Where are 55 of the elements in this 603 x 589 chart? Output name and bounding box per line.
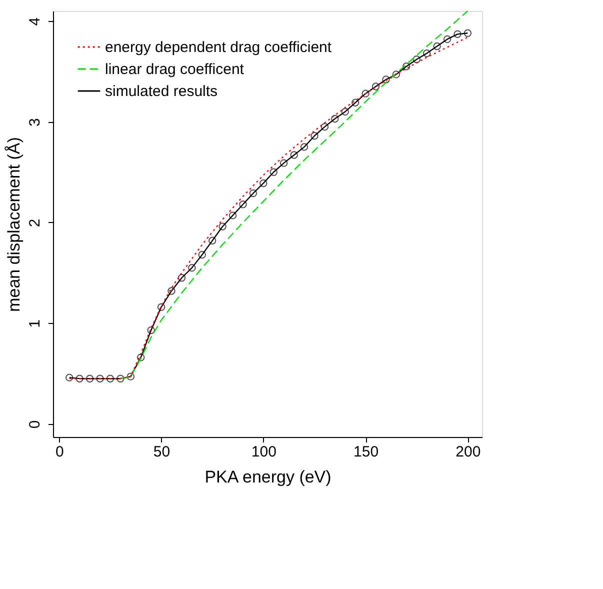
point — [157, 303, 166, 311]
x-tick-label: 200 — [456, 444, 481, 460]
point — [331, 114, 339, 123]
point — [351, 98, 360, 106]
point — [65, 374, 74, 382]
point — [239, 200, 247, 208]
point — [76, 374, 84, 382]
point — [300, 143, 308, 151]
point — [116, 374, 124, 382]
point — [433, 42, 441, 50]
point — [464, 29, 472, 38]
y-axis-title: mean displacement (Å) — [4, 137, 24, 312]
x-axis-title: PKA energy (eV) — [204, 468, 332, 486]
point — [168, 287, 176, 295]
legend-label: simulated results — [105, 83, 218, 100]
point — [188, 264, 196, 272]
point — [249, 189, 258, 198]
point — [136, 354, 145, 362]
point — [270, 168, 278, 176]
point — [382, 76, 390, 84]
point — [208, 236, 216, 244]
point — [218, 222, 226, 230]
point — [310, 132, 318, 140]
point — [106, 374, 114, 382]
y-tick-label: 0 — [26, 420, 44, 429]
x-tick-label: 150 — [354, 444, 379, 460]
y-tick-label: 1 — [26, 320, 44, 328]
point — [198, 250, 206, 259]
point — [443, 35, 452, 44]
point — [341, 108, 349, 116]
point — [412, 55, 420, 64]
point — [96, 374, 104, 382]
x-tick-label: 50 — [153, 444, 170, 460]
legend-label: linear drag coefficent — [105, 61, 245, 78]
point — [320, 122, 329, 131]
point — [392, 70, 400, 78]
point — [372, 82, 380, 90]
point — [260, 179, 268, 188]
point — [178, 274, 186, 282]
point — [147, 326, 155, 334]
legend-label: energy dependent drag coefficient — [105, 39, 332, 56]
point — [454, 30, 462, 38]
point — [228, 212, 237, 220]
x-tick-label: 0 — [55, 444, 64, 460]
x-tick-label: 100 — [251, 444, 276, 460]
point — [362, 90, 370, 98]
point — [402, 62, 410, 70]
point — [290, 151, 298, 159]
point — [280, 159, 288, 167]
point — [126, 372, 134, 380]
y-tick-label: 2 — [26, 218, 44, 228]
y-tick-label: 3 — [26, 118, 44, 126]
y-tick-label: 4 — [26, 17, 44, 26]
point — [86, 374, 94, 382]
point — [422, 49, 431, 58]
